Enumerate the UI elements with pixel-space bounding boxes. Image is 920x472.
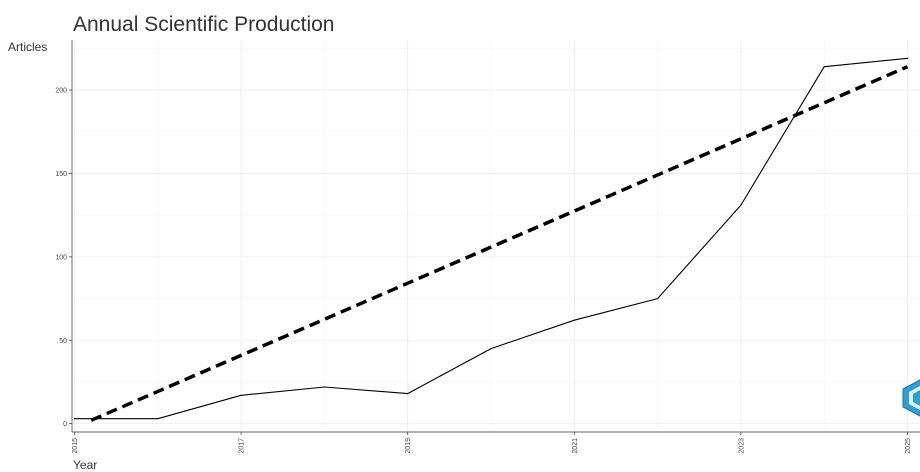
data-point [73, 418, 76, 420]
y-tick-label: 50 [59, 338, 67, 345]
axes: 0 50 100 150 200 2015 2017 2019 2021 2023 2025 [55, 40, 920, 454]
x-tick-label: 2023 [738, 438, 745, 454]
y-tick-label: 0 [63, 421, 67, 428]
y-tick-label: 200 [55, 88, 67, 95]
data-point [323, 386, 326, 388]
y-axis-title: Articles [8, 40, 47, 54]
data-point [240, 394, 242, 396]
y-tick-label: 150 [55, 171, 67, 178]
x-tick-label: 2025 [905, 438, 912, 454]
bibliometrix-logo-icon [902, 379, 920, 417]
x-tick-label: 2021 [572, 438, 579, 454]
y-tick-label: 100 [55, 254, 67, 261]
data-point [490, 347, 492, 350]
series-lines [73, 57, 909, 422]
data-point [906, 57, 909, 59]
data-point [157, 418, 159, 420]
data-point [573, 319, 575, 321]
data-point [740, 204, 742, 206]
trend-line [90, 65, 909, 422]
chart-title: Annual Scientific Production [73, 13, 335, 36]
data-point [657, 297, 659, 300]
data-point [823, 66, 825, 68]
gridlines [72, 40, 920, 432]
x-tick-label: 2017 [239, 438, 246, 454]
x-tick-label: 2019 [405, 438, 412, 454]
x-tick-label: 2015 [72, 438, 79, 454]
data-point [407, 393, 409, 395]
x-axis-title: Year [73, 458, 97, 472]
